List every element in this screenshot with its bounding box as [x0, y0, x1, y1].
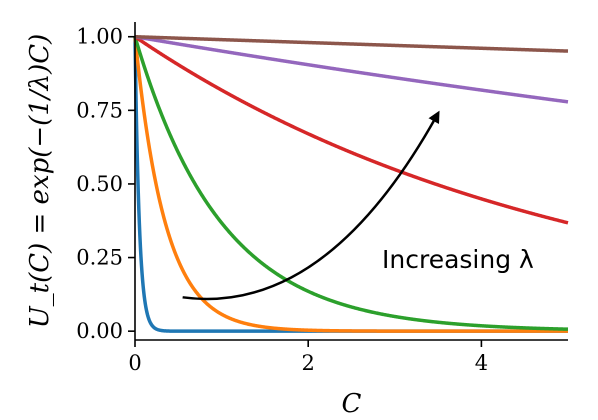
y-axis-label: U_t(C) = exp(−(1/λ)C): [25, 34, 55, 329]
series-line-1: [133, 36, 570, 333]
annotation-text: Increasing λ: [382, 245, 534, 274]
series-line-0: [133, 36, 570, 333]
y-tick-label-1: 0.25: [76, 246, 123, 270]
x-tick-label-0: 0: [128, 351, 141, 375]
y-tick-label-2: 0.50: [76, 172, 123, 196]
annotation-arrow: [182, 110, 440, 301]
annotation-group: Increasing λ: [182, 110, 534, 301]
series-line-2: [133, 36, 570, 331]
series-line-5: [133, 34, 570, 53]
series-line-4: [133, 34, 570, 104]
labels: C U_t(C) = exp(−(1/λ)C): [25, 34, 362, 419]
plot-series: [133, 34, 570, 333]
y-tick-label-4: 1.00: [76, 25, 123, 49]
x-tick-label-1: 2: [302, 351, 315, 375]
y-tick-label-3: 0.75: [76, 98, 123, 122]
series-line-3: [133, 35, 570, 225]
y-tick-label-0: 0.00: [76, 319, 123, 343]
axes: 0 2 4 0.00 0.25 0.50 0.75 1.00: [76, 22, 568, 375]
x-axis-label: C: [342, 389, 362, 419]
x-tick-label-2: 4: [475, 351, 488, 375]
